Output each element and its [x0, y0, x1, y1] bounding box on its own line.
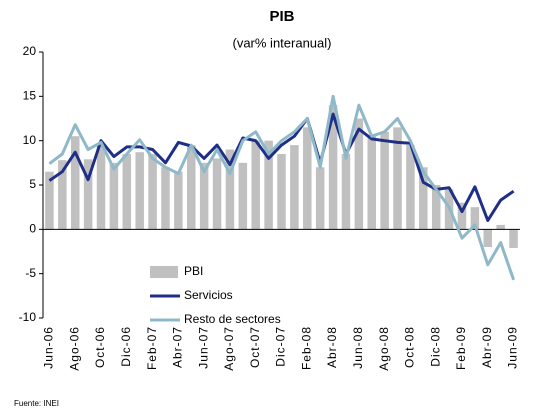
x-tick-label: Ago-08 — [377, 326, 391, 371]
bar — [277, 153, 286, 230]
bar — [354, 118, 364, 230]
bar — [380, 131, 389, 230]
chart-subtitle: (var% interanual) — [233, 35, 332, 50]
x-tick-label: Jun-08 — [351, 326, 365, 369]
y-tick-label: 20 — [23, 44, 37, 58]
x-tick-label: Oct-08 — [403, 326, 417, 368]
x-tick-label: Ago-07 — [222, 326, 236, 371]
x-tick-label: Jun-06 — [42, 326, 56, 369]
x-tick-label: Ago-06 — [67, 326, 81, 371]
bar — [367, 136, 376, 230]
x-tick-label: Abr-08 — [325, 326, 339, 368]
bar — [431, 185, 441, 230]
bar — [341, 153, 351, 230]
x-tick-label: Feb-07 — [145, 326, 159, 370]
legend-label: Resto de sectores — [184, 312, 281, 326]
bar — [303, 127, 312, 230]
bar — [96, 145, 106, 230]
x-tick-label: Jun-09 — [506, 326, 520, 369]
y-tick-label: 10 — [23, 133, 37, 147]
x-tick-label: Oct-06 — [93, 326, 107, 368]
bar — [251, 140, 260, 230]
chart-title: PIB — [269, 8, 294, 25]
x-tick-label: Feb-08 — [299, 326, 313, 370]
y-tick-label: -5 — [25, 266, 36, 280]
bar — [457, 202, 467, 230]
bar — [496, 224, 505, 230]
bar — [483, 229, 493, 248]
x-tick-label: Feb-09 — [454, 326, 468, 370]
bar — [174, 171, 183, 230]
y-tick-label: 15 — [23, 89, 37, 103]
bar — [199, 162, 209, 230]
source-note: Fuente: INEI — [14, 399, 59, 408]
y-tick-label: -10 — [19, 310, 37, 324]
bar — [406, 145, 415, 230]
y-tick-label: 0 — [29, 222, 36, 236]
x-tick-label: Dic-06 — [119, 326, 133, 367]
bar — [328, 105, 338, 230]
bar — [70, 136, 80, 230]
x-tick-label: Abr-09 — [480, 326, 494, 368]
bar — [509, 229, 518, 248]
x-tick-label: Jun-07 — [196, 326, 210, 369]
bar — [419, 167, 428, 230]
x-tick-label: Dic-07 — [274, 326, 288, 367]
bar — [238, 162, 248, 230]
bar — [264, 140, 273, 230]
bar — [315, 167, 325, 230]
bar — [187, 145, 196, 230]
x-tick-label: Oct-07 — [248, 326, 262, 368]
bar — [58, 160, 67, 230]
bar — [393, 127, 402, 230]
bar — [470, 207, 480, 230]
bar — [290, 145, 299, 230]
bar — [83, 159, 93, 230]
x-tick-label: Abr-07 — [171, 326, 185, 368]
bar — [135, 152, 144, 230]
bar — [161, 167, 170, 230]
bar — [148, 153, 157, 230]
bar — [122, 153, 132, 230]
legend-label: Servicios — [184, 288, 233, 302]
legend-swatch — [150, 266, 178, 278]
bar — [45, 171, 54, 230]
bar — [225, 149, 235, 230]
x-tick-label: Dic-08 — [428, 326, 442, 367]
y-tick-label: 5 — [29, 177, 36, 191]
bar — [212, 158, 222, 230]
bar — [109, 162, 119, 230]
line-series — [48, 94, 516, 281]
legend-label: PBI — [184, 264, 203, 278]
